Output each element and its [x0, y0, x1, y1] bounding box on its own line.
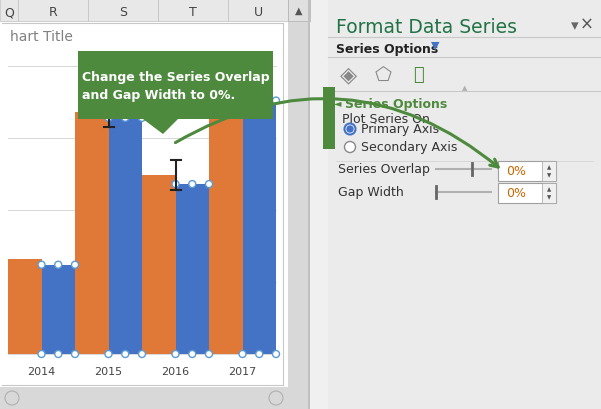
Text: ▼: ▼ — [431, 41, 439, 51]
Bar — [288, 0, 310, 22]
Text: Plot Series On: Plot Series On — [342, 113, 430, 126]
Text: U: U — [254, 7, 263, 20]
Bar — [288, 0, 310, 409]
Circle shape — [72, 262, 79, 269]
Text: ▲: ▲ — [547, 187, 551, 192]
Circle shape — [347, 127, 353, 133]
Text: R: R — [49, 7, 57, 20]
Bar — [75, 113, 109, 354]
Text: Change the Series Overlap
and Gap Width to 0%.: Change the Series Overlap and Gap Width … — [82, 70, 269, 101]
Text: ▲: ▲ — [295, 6, 303, 16]
Text: Series Overlap: Series Overlap — [338, 163, 430, 176]
Circle shape — [206, 181, 213, 188]
Bar — [109, 119, 142, 354]
Text: ▾: ▾ — [571, 18, 579, 33]
Text: 2017: 2017 — [228, 366, 257, 376]
Bar — [0, 0, 18, 22]
Circle shape — [272, 98, 279, 105]
Bar — [41, 265, 75, 354]
Text: 2016: 2016 — [162, 366, 189, 376]
Circle shape — [189, 181, 196, 188]
Text: ◄: ◄ — [334, 98, 341, 108]
Circle shape — [189, 351, 196, 357]
Circle shape — [38, 262, 45, 269]
Text: 2014: 2014 — [28, 366, 56, 376]
Text: Gap Width: Gap Width — [338, 186, 404, 199]
Bar — [323, 88, 335, 150]
Text: Series Options: Series Options — [345, 98, 447, 111]
Text: ▼: ▼ — [547, 195, 551, 200]
Circle shape — [72, 351, 79, 357]
Text: 0%: 0% — [506, 187, 526, 200]
Bar — [542, 162, 556, 182]
Circle shape — [5, 391, 19, 405]
Bar — [142, 176, 175, 354]
Circle shape — [206, 351, 213, 357]
Circle shape — [122, 351, 129, 357]
Text: 0%: 0% — [506, 165, 526, 178]
Polygon shape — [143, 120, 178, 135]
Text: Secondary Axis: Secondary Axis — [361, 141, 457, 154]
Text: Series Options: Series Options — [336, 43, 438, 56]
Circle shape — [344, 142, 356, 153]
Bar — [328, 0, 601, 409]
Bar — [175, 184, 209, 354]
Bar — [542, 184, 556, 204]
Bar — [228, 0, 288, 22]
Bar — [209, 104, 242, 354]
Bar — [0, 0, 310, 409]
Text: 2015: 2015 — [94, 366, 123, 376]
Text: Format Data Series: Format Data Series — [336, 18, 517, 37]
Text: 📊: 📊 — [413, 66, 423, 84]
FancyArrowPatch shape — [175, 99, 498, 168]
Bar — [88, 0, 158, 22]
Bar — [498, 184, 556, 204]
Text: Primary Axis: Primary Axis — [361, 123, 439, 136]
Circle shape — [38, 351, 45, 357]
Circle shape — [239, 351, 246, 357]
Circle shape — [138, 351, 145, 357]
Text: T: T — [189, 7, 197, 20]
Text: ▲: ▲ — [547, 165, 551, 170]
Circle shape — [172, 351, 179, 357]
Circle shape — [256, 351, 263, 357]
Bar — [0, 387, 310, 409]
Bar — [8, 259, 41, 354]
Bar — [18, 0, 88, 22]
Bar — [308, 0, 310, 409]
Circle shape — [55, 351, 62, 357]
Circle shape — [138, 115, 145, 122]
Bar — [158, 0, 228, 22]
Text: Q: Q — [4, 7, 14, 20]
Circle shape — [272, 351, 279, 357]
Circle shape — [105, 351, 112, 357]
Circle shape — [344, 124, 356, 135]
Text: ⬠: ⬠ — [374, 65, 391, 84]
FancyBboxPatch shape — [78, 52, 273, 120]
Bar — [498, 162, 556, 182]
Bar — [242, 101, 276, 354]
Circle shape — [269, 391, 283, 405]
Text: hart Title: hart Title — [10, 30, 73, 44]
Circle shape — [256, 98, 263, 105]
Circle shape — [239, 98, 246, 105]
Circle shape — [172, 181, 179, 188]
Circle shape — [105, 115, 112, 122]
Text: ◈: ◈ — [340, 65, 356, 85]
Circle shape — [55, 262, 62, 269]
Circle shape — [122, 115, 129, 122]
Text: ▲: ▲ — [462, 85, 467, 91]
Text: S: S — [119, 7, 127, 20]
Text: ▼: ▼ — [547, 173, 551, 178]
Text: ×: × — [580, 16, 594, 34]
